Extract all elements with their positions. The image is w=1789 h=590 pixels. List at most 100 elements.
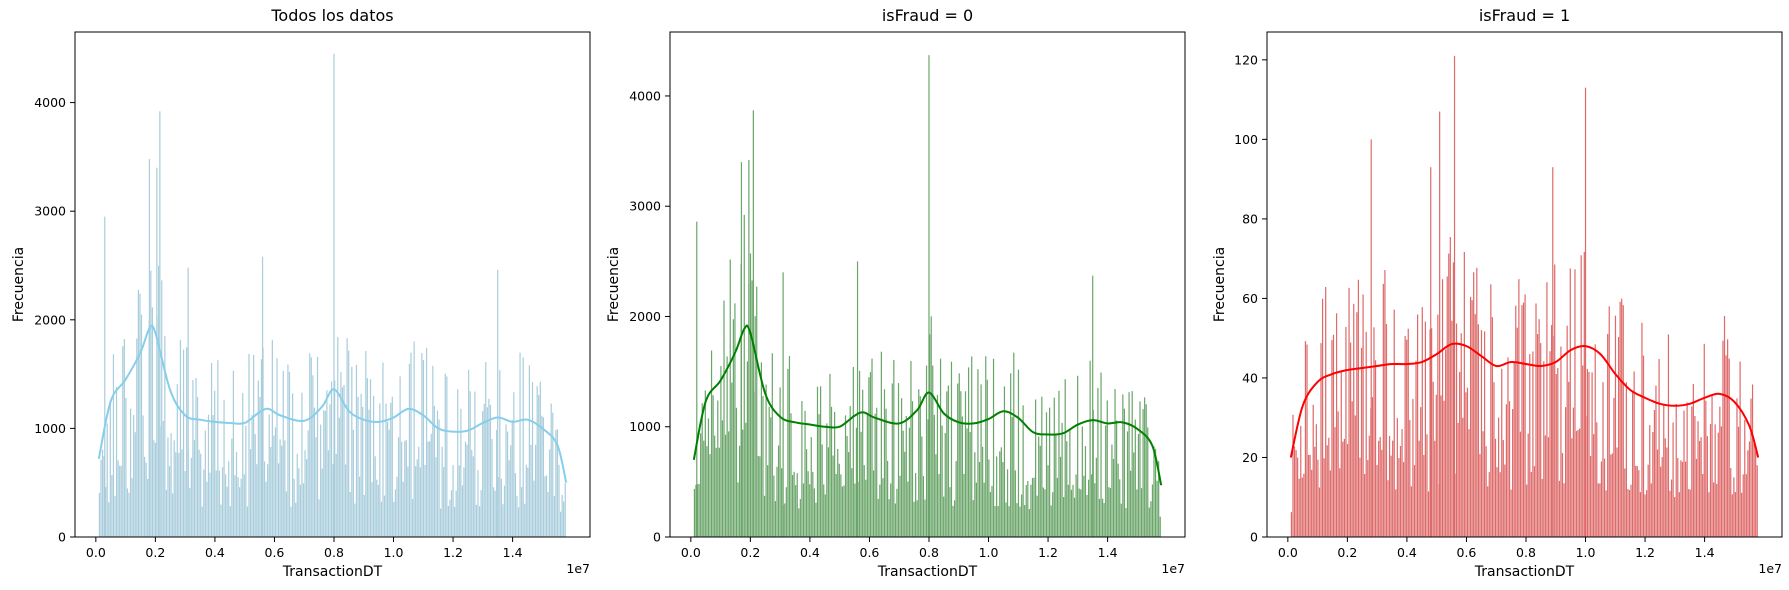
histogram-bar [804,410,806,537]
kde-curve [692,324,1163,486]
histogram-bar [301,392,303,537]
histogram-bar [1473,272,1475,537]
histogram-bar [468,369,470,537]
histogram-bar [974,452,976,537]
histogram-bar [788,356,791,537]
histogram-bar [496,429,498,537]
x-tick-label: 0.0 [681,545,701,560]
histogram-bar [161,280,163,537]
histogram-bar [204,430,206,537]
histogram-bar [254,434,256,537]
histogram-bar [221,467,224,537]
histogram-bar [902,430,904,537]
histogram-bar [989,492,992,537]
histogram-bar [1005,502,1007,537]
y-axis-label: Frecuencia [606,247,622,322]
histogram-bar [982,446,984,537]
histogram-bar [117,460,119,537]
histogram-bar [1112,458,1115,537]
x-axis-label: TransactionDT [1474,564,1575,580]
histogram-bar [293,478,295,537]
histogram-bar [1460,333,1462,537]
histogram-bar [1147,427,1149,537]
histogram-bar [167,437,169,537]
histogram-bar [891,383,893,537]
histogram-bar [536,386,538,537]
histogram-bar [1655,385,1657,537]
histogram-bar [458,465,460,537]
histogram-bar [745,422,747,537]
x-tick-label: 1.0 [384,545,404,560]
histogram-bar [1017,369,1020,537]
histogram-bar [1158,461,1160,537]
histogram-bar [1087,479,1090,537]
histogram-bar [1658,358,1660,537]
histogram-bar [848,452,850,537]
histogram-bar [1063,497,1065,537]
histogram-bar [1326,445,1328,537]
histogram-bar [918,389,920,537]
histogram-bar [545,475,548,537]
histogram-bar [832,455,834,537]
histogram-bar [277,463,280,537]
y-tick-label: 60 [1242,291,1258,306]
histogram-bar [1579,428,1581,537]
histogram-bar [1374,360,1377,537]
histogram-bar [482,411,484,537]
histogram-bar [1139,401,1141,537]
histogram-bar [253,354,255,537]
histogram-bar [1140,488,1143,537]
histogram-bar [1625,382,1627,537]
histogram-bar [915,472,917,537]
histogram-bar [932,365,934,537]
histogram-bar [111,475,113,537]
histogram-bar [826,423,828,537]
histogram-bar [924,499,926,537]
histogram-bar [397,437,400,537]
histogram-bar [1156,480,1158,537]
histogram-bar [1393,309,1395,537]
histogram-bar [184,471,186,537]
histogram-bar [139,293,141,537]
y-tick-label: 4000 [629,88,661,103]
histogram-bar [438,419,440,537]
histogram-bar [885,408,887,537]
histogram-bar [215,470,217,537]
histogram-bar [418,446,420,537]
histogram-bar [288,371,291,537]
histogram-bar [1445,349,1447,537]
histogram-spike-bar [1453,55,1456,537]
histogram-bar [214,390,216,537]
histogram-bar [868,377,870,537]
histogram-bar [1610,454,1612,537]
histogram-bar [1518,279,1520,537]
histogram-bar [816,386,819,537]
histogram-bar [1306,344,1308,537]
histogram-bar [1128,392,1130,537]
histogram-bar [913,501,915,537]
histogram-bar [114,495,116,537]
histogram-bar [316,356,319,537]
histogram-bar [1407,328,1409,537]
histogram-bar [1083,475,1085,537]
histogram-bar [1677,457,1679,537]
histogram-bar [368,409,370,537]
histogram-bar [1683,410,1685,537]
histogram-bar [1510,489,1512,537]
histogram-bar [1504,464,1506,537]
histogram-bar [693,488,696,537]
histogram-bar [1750,398,1752,537]
histogram-bar [1059,456,1062,537]
histogram-bar [1351,401,1353,537]
histogram-bar [812,471,814,537]
histogram-bar [488,398,490,537]
histogram-bar [1329,470,1331,537]
histogram-bar [260,359,263,537]
histogram-bar [1698,440,1701,537]
histogram-bar [893,360,895,537]
histogram-bar [935,454,937,537]
histogram-bar [929,334,931,537]
histogram-bar [930,316,932,537]
histogram-bar [1151,484,1154,537]
histogram-bar [916,500,918,537]
